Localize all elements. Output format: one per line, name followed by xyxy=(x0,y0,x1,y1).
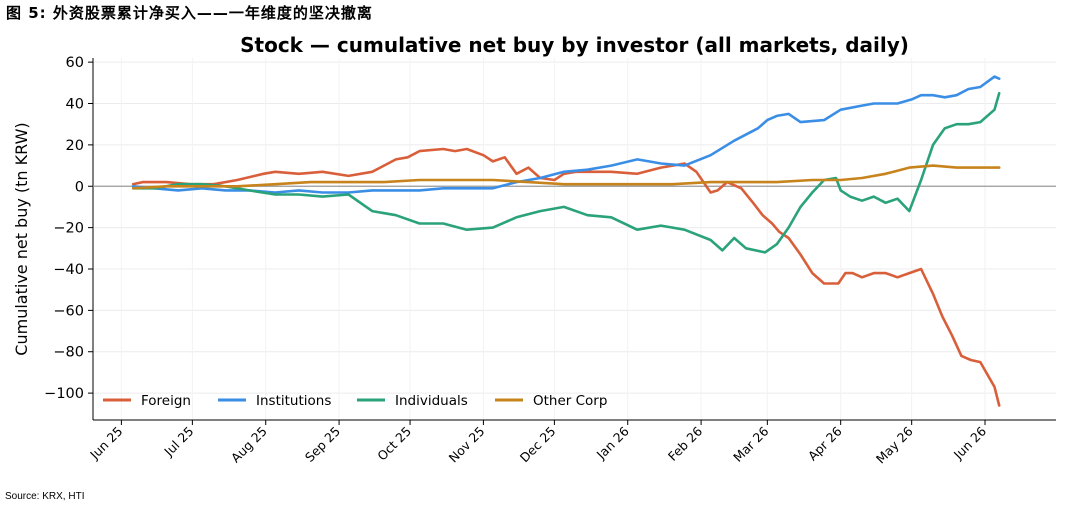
series-lines xyxy=(131,75,1001,407)
y-tick-label: 0 xyxy=(75,179,84,195)
x-tick-label: Apr 26 xyxy=(805,423,845,463)
y-tick-label: −100 xyxy=(44,386,84,402)
y-axis-label: Cumulative net buy (tn KRW) xyxy=(12,122,31,355)
y-tick-label: −80 xyxy=(53,345,84,361)
axes xyxy=(92,58,1056,421)
legend-label-foreign: Foreign xyxy=(141,393,191,409)
y-tick-label: 40 xyxy=(66,97,84,113)
x-tick-label: May 26 xyxy=(873,423,916,466)
chart-title: Stock — cumulative net buy by investor (… xyxy=(240,33,909,57)
series-line-foreign xyxy=(131,147,1001,407)
x-tick-label: Nov 25 xyxy=(446,424,488,466)
x-tick-label: Jul 25 xyxy=(160,424,196,460)
x-tick-label: Oct 25 xyxy=(374,424,414,464)
figure-caption: 图 5: 外资股票累计净买入——一年维度的坚决撤离 xyxy=(6,4,373,22)
series-line-institutions xyxy=(131,75,1001,194)
legend: Foreign Institutions Individuals Other Corp xyxy=(103,393,607,409)
x-tick-label: Sep 25 xyxy=(302,424,343,465)
series-line-other-corp xyxy=(131,164,1001,190)
x-tick-label: Mar 26 xyxy=(730,423,771,464)
x-tick-label: Aug 25 xyxy=(228,424,270,466)
y-tick-label: 20 xyxy=(66,138,84,154)
y-tick-label: −60 xyxy=(53,303,84,319)
y-tick-label: 60 xyxy=(66,55,84,71)
series-line-individuals xyxy=(131,91,1001,254)
x-tick-label: Dec 25 xyxy=(517,424,559,466)
x-tick-label: Jan 26 xyxy=(593,423,632,462)
x-tick-label: Feb 26 xyxy=(665,423,705,463)
gridlines xyxy=(93,58,1056,420)
y-tick-label: −40 xyxy=(53,262,84,278)
x-tick-label: Jun 26 xyxy=(950,423,989,462)
x-ticks: Jun 25 Jul 25 Aug 25 Sep 25 Oct 25 Nov 25 Dec … xyxy=(86,420,989,466)
x-tick-label: Jun 25 xyxy=(86,424,125,463)
source-note: Source: KRX, HTI xyxy=(5,491,85,502)
y-tick-label: −20 xyxy=(53,221,84,237)
y-ticks: 60 40 20 0 −20 −40 −60 −80 −100 xyxy=(44,55,93,402)
legend-label-institutions: Institutions xyxy=(256,393,331,409)
legend-label-other-corp: Other Corp xyxy=(533,393,607,409)
legend-label-individuals: Individuals xyxy=(395,393,468,409)
